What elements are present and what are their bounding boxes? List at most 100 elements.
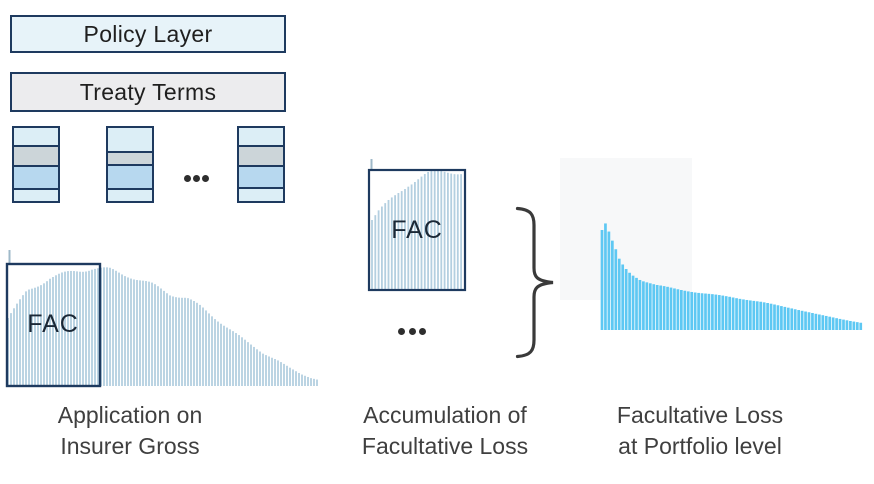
bar: [835, 318, 838, 330]
dot-icon: [193, 175, 200, 182]
bar: [414, 182, 416, 290]
bar: [749, 300, 752, 330]
bar: [821, 315, 825, 330]
caption-line: Facultative Loss: [616, 402, 784, 428]
bar: [235, 333, 237, 386]
bar: [13, 308, 15, 386]
bar: [43, 283, 45, 386]
bar: [184, 297, 186, 386]
bar: [226, 327, 228, 386]
bar: [241, 337, 243, 386]
bar: [797, 310, 800, 330]
bar: [286, 365, 288, 386]
bar: [16, 303, 18, 386]
bar: [755, 301, 759, 330]
bar: [139, 280, 141, 386]
bars: [371, 170, 462, 290]
bar: [19, 299, 21, 386]
bar: [381, 206, 383, 290]
bar: [849, 320, 852, 330]
bar: [680, 290, 683, 330]
bar: [10, 313, 12, 386]
bar: [614, 249, 618, 330]
bar: [669, 287, 673, 330]
bar: [707, 293, 711, 330]
bar: [91, 269, 93, 386]
bar: [307, 376, 309, 386]
bar: [268, 356, 270, 386]
bar: [259, 351, 261, 386]
bar: [223, 325, 225, 386]
policy-layer-box: Policy Layer: [10, 15, 286, 53]
bar: [697, 292, 700, 330]
caption-accumulation-of-facultative-loss: Accumulation of Facultative Loss: [330, 400, 560, 462]
bar: [824, 315, 828, 330]
bar: [456, 174, 459, 290]
policy-stack-segment: [239, 128, 283, 146]
bar: [247, 342, 249, 386]
bar: [704, 293, 707, 330]
bar: [292, 369, 294, 386]
bar: [377, 210, 380, 290]
bar: [250, 344, 252, 386]
bar: [103, 267, 105, 386]
bar: [635, 277, 638, 330]
policy-stack-segment: [239, 145, 283, 165]
bar: [662, 286, 666, 330]
bar: [631, 275, 635, 330]
caption-line: at Portfolio level: [618, 433, 782, 459]
bar: [759, 301, 763, 330]
bar: [277, 360, 279, 386]
bar: [79, 271, 81, 386]
bar: [655, 284, 659, 330]
bar: [121, 274, 123, 386]
bar: [374, 215, 377, 290]
bar: [621, 264, 625, 330]
bar: [67, 271, 69, 386]
policy-stack-segment: [108, 187, 152, 201]
bar: [628, 272, 631, 330]
bar: [244, 339, 246, 386]
bar: [845, 320, 849, 330]
bar: [169, 295, 171, 386]
bar: [617, 258, 621, 330]
policy-stack-segment: [239, 186, 283, 202]
bar: [423, 174, 426, 290]
bar: [58, 273, 60, 386]
insurer-gross-chart: FAC: [5, 250, 318, 388]
bar: [193, 301, 195, 386]
bar: [793, 309, 797, 330]
bar: [172, 296, 174, 386]
bar: [55, 275, 57, 386]
curly-brace-icon: [515, 206, 554, 359]
bar: [130, 278, 132, 386]
bar: [289, 367, 291, 386]
bar: [280, 362, 282, 386]
bar: [417, 179, 420, 290]
bar: [440, 170, 443, 290]
bar: [109, 267, 111, 386]
bar: [115, 270, 117, 386]
bar: [118, 272, 120, 386]
bar: [283, 363, 285, 386]
bar: [686, 291, 690, 330]
bar: [450, 173, 453, 290]
bar: [769, 303, 773, 330]
bar: [842, 319, 845, 330]
bar: [301, 374, 303, 386]
bar: [831, 317, 835, 330]
bar: [790, 308, 794, 330]
bar: [783, 306, 787, 330]
treaty-terms-box: Treaty Terms: [10, 72, 286, 112]
bar: [124, 276, 126, 386]
bar: [256, 349, 258, 386]
bar: [711, 294, 714, 330]
bar: [199, 304, 201, 386]
bar: [400, 191, 403, 290]
bars: [600, 223, 863, 330]
bar: [214, 319, 216, 386]
bar: [88, 270, 90, 386]
bar: [855, 322, 859, 330]
bar: [106, 267, 108, 386]
bar: [25, 291, 27, 386]
